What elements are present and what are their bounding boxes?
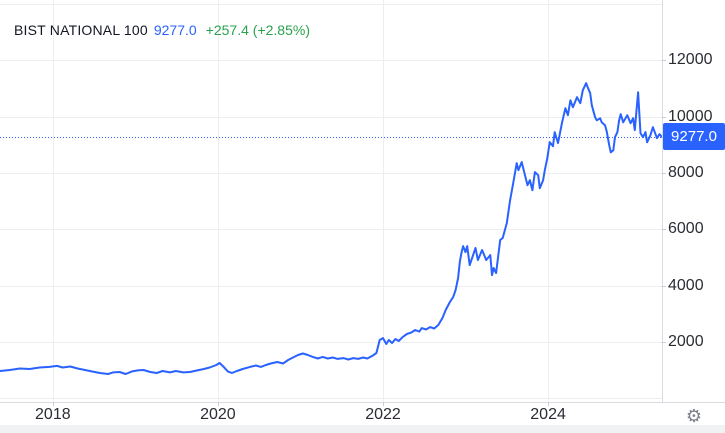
price-line-series: [0, 82, 663, 375]
price-axis-label: 8000: [668, 163, 704, 181]
time-axis-label: 2018: [35, 406, 71, 423]
time-axis-label: 2024: [530, 406, 566, 423]
time-axis-label: 2022: [365, 406, 401, 423]
last-price-badge-value: 9277.0: [671, 128, 717, 146]
axis-settings-gear-icon[interactable]: ⚙: [685, 406, 703, 427]
last-price-value: 9277.0: [153, 22, 197, 38]
symbol-header: BIST NATIONAL 100 9277.0 +257.4 (+2.85%): [14, 22, 310, 38]
time-axis-label: 2020: [200, 406, 236, 423]
price-axis-label: 10000: [668, 107, 713, 125]
bottom-strip: [0, 425, 725, 433]
time-axis[interactable]: 2018 2020 2022 2024: [0, 402, 662, 428]
price-axis-label: 2000: [668, 332, 704, 350]
price-axis-label: 4000: [668, 276, 704, 294]
price-axis-label: 6000: [668, 220, 704, 238]
symbol-name: BIST NATIONAL 100: [14, 22, 148, 38]
last-price-badge: 9277.0: [663, 123, 725, 151]
price-axis-label: 12000: [668, 51, 713, 69]
price-axis[interactable]: 2000 4000 6000 8000 10000 12000: [662, 0, 725, 402]
price-change: +257.4 (+2.85%): [205, 22, 310, 38]
